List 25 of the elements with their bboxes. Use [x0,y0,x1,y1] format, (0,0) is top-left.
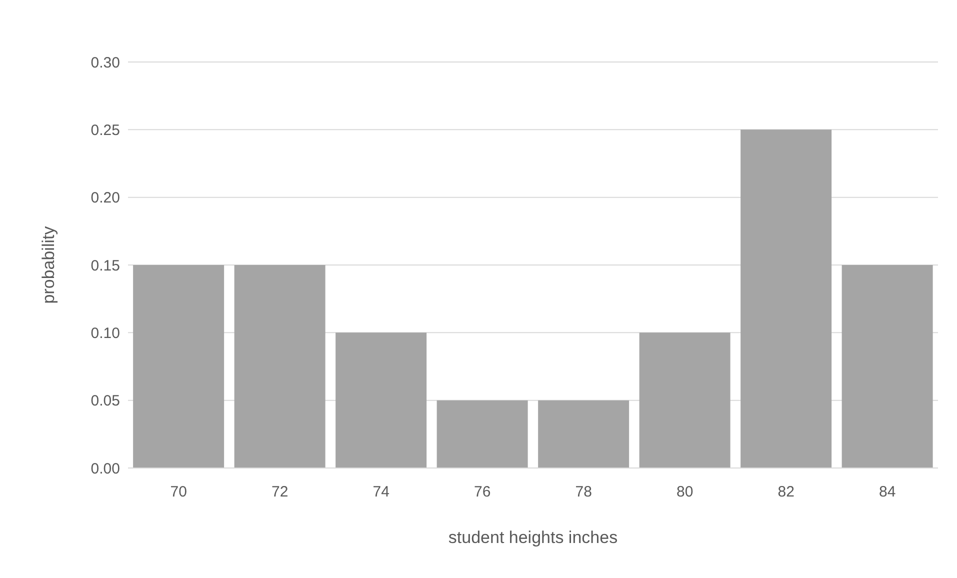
x-tick-label: 78 [575,484,592,501]
x-axis-title: student heights inches [448,528,618,547]
bar [133,265,224,468]
y-tick-label: 0.20 [90,190,120,207]
y-tick-label: 0.15 [90,257,120,274]
bar [336,332,427,468]
bar [639,332,730,468]
y-axis-title: probability [39,226,58,304]
y-tick-label: 0.10 [90,324,120,342]
x-tick-label: 72 [272,484,288,501]
bar [740,130,832,468]
x-tick-label: 80 [676,484,694,501]
bar [234,265,326,468]
y-tick-label: 0.25 [90,122,120,139]
y-tick-label: 0.30 [90,54,120,72]
x-tick-label: 74 [372,484,390,501]
bar [842,265,933,468]
x-tick-label: 76 [474,484,491,501]
y-tick-label: 0.00 [90,460,120,478]
bar [436,400,528,468]
y-tick-label: 0.05 [90,392,120,410]
x-tick-label: 84 [879,484,896,501]
x-tick-label: 82 [778,484,794,501]
bar [538,400,630,468]
x-tick-label: 70 [170,484,187,501]
